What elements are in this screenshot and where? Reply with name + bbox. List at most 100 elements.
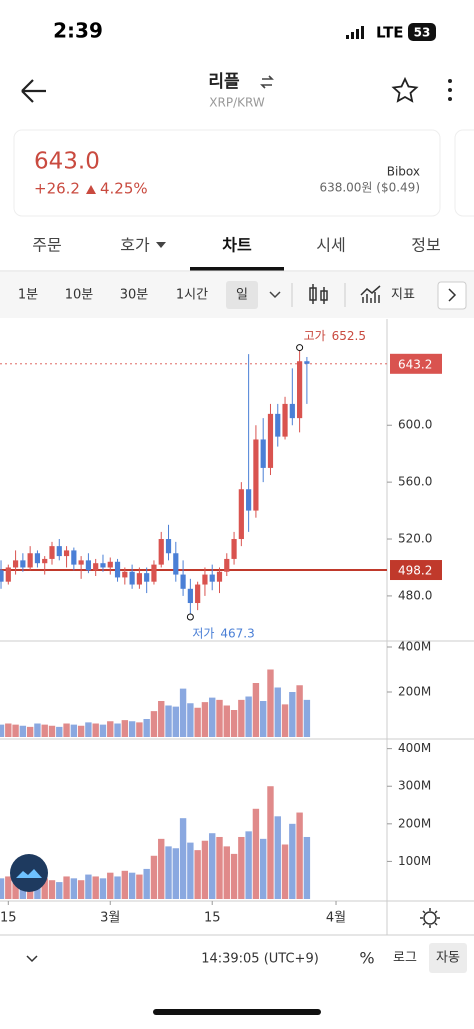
volume-bar <box>179 688 187 737</box>
interval[interactable]: 10분 <box>65 288 94 303</box>
tab[interactable]: 시세 <box>316 236 345 255</box>
volume-bar <box>70 878 78 899</box>
candle-body <box>173 553 179 575</box>
more-button[interactable] <box>448 79 452 101</box>
candle-body <box>267 413 274 468</box>
volume-bar <box>165 846 172 899</box>
volume-bar <box>56 726 63 737</box>
change-pct: 4.25% <box>100 180 148 198</box>
next-card[interactable] <box>454 129 474 217</box>
candle-body <box>49 546 55 559</box>
volume-bar <box>63 723 70 737</box>
interval[interactable]: 30분 <box>120 288 149 303</box>
percent-button[interactable]: % <box>359 949 374 968</box>
tab[interactable]: 주문 <box>32 236 61 255</box>
volume-bar <box>259 701 267 737</box>
volume-bar <box>85 722 92 737</box>
volume-bar <box>238 836 245 899</box>
candle-body <box>93 563 99 571</box>
volume-bar <box>172 848 180 899</box>
tab[interactable]: 차트 <box>222 236 252 255</box>
volume-bar <box>209 833 216 899</box>
app-icon <box>16 869 42 878</box>
volume-bar <box>92 876 99 899</box>
volume-bar <box>281 704 289 737</box>
candle-body <box>42 558 48 564</box>
volume-bar <box>216 699 223 737</box>
volume-bar <box>63 876 70 899</box>
change: +26.2 <box>34 180 80 198</box>
volume-bar <box>136 722 143 737</box>
interval[interactable]: 일 <box>236 288 248 303</box>
volume-bar <box>99 724 107 737</box>
y-tick-label: 600.0 <box>398 418 432 432</box>
volume-bar <box>26 726 34 737</box>
collapse-button[interactable] <box>26 955 38 963</box>
x-tick-label: 4월 <box>326 911 346 926</box>
candle-type-icon[interactable] <box>309 284 328 304</box>
battery <box>408 23 436 41</box>
volume-bar <box>77 725 85 737</box>
candle-body <box>158 539 164 565</box>
volume-bar <box>245 696 252 737</box>
candle-body <box>165 539 172 554</box>
volume-bar <box>187 842 194 899</box>
volume-bar <box>48 725 56 737</box>
scroll-button[interactable] <box>437 281 467 310</box>
high-value: 652.5 <box>332 329 366 343</box>
candle-body <box>253 439 259 511</box>
candle-body <box>136 573 142 585</box>
log-button[interactable]: 로그 <box>393 951 417 966</box>
volume-bar <box>128 872 136 899</box>
volume-bar <box>303 699 311 737</box>
candle-body <box>180 574 186 589</box>
app-button[interactable] <box>10 854 48 892</box>
volume-bar <box>296 685 303 737</box>
candle-body <box>195 584 201 604</box>
candle-body <box>12 560 19 568</box>
y-tick-label: 480.0 <box>398 588 432 602</box>
candle-body <box>122 571 128 578</box>
volume-bar <box>136 874 143 899</box>
interval[interactable]: 1시간 <box>176 288 208 303</box>
vol-tick-label: 400M <box>398 640 431 654</box>
price-card[interactable] <box>13 129 441 217</box>
volume-bar <box>99 878 107 899</box>
volume-bar <box>303 836 311 899</box>
indicator-icon[interactable] <box>360 285 381 303</box>
candle-body <box>289 403 295 419</box>
vol-tick-label: 400M <box>398 741 431 755</box>
tabs: 주문 호가 차트 시세 정보 <box>32 236 440 255</box>
auto-button[interactable]: 자동 <box>436 951 460 966</box>
volume-bar <box>150 711 158 737</box>
signal <box>346 26 364 39</box>
tab[interactable]: 정보 <box>411 236 440 255</box>
low-marker <box>186 613 194 621</box>
volume-bar <box>172 706 180 737</box>
last-tag <box>390 353 442 374</box>
status-network: LTE <box>376 24 404 42</box>
interval-more[interactable] <box>269 291 281 299</box>
volume-bar <box>194 707 201 737</box>
volume-bar <box>41 724 48 737</box>
tab[interactable]: 호가 <box>120 236 150 255</box>
candle-body <box>224 558 230 572</box>
candle-body <box>71 550 77 565</box>
back-button[interactable] <box>21 79 46 103</box>
candle-body <box>151 564 157 582</box>
settings-icon[interactable] <box>420 908 440 928</box>
favorite-button[interactable] <box>391 76 419 103</box>
volume-bar <box>223 705 230 737</box>
ref-label: 498.2 <box>398 564 432 578</box>
candle-body <box>304 361 310 364</box>
candle-body <box>20 560 26 568</box>
swap-icon[interactable] <box>260 75 274 89</box>
candle-body <box>34 553 41 564</box>
volume-bar <box>165 705 172 737</box>
interval[interactable]: 1분 <box>18 288 38 303</box>
candle-body <box>85 560 92 571</box>
indicator[interactable]: 지표 <box>391 288 415 303</box>
candle-chart[interactable]: 480.0 520.0 560.0 600.0 498.2 643.2 고가 652.5 저가 4… <box>0 329 442 926</box>
coin-name: 리플 <box>208 72 240 92</box>
